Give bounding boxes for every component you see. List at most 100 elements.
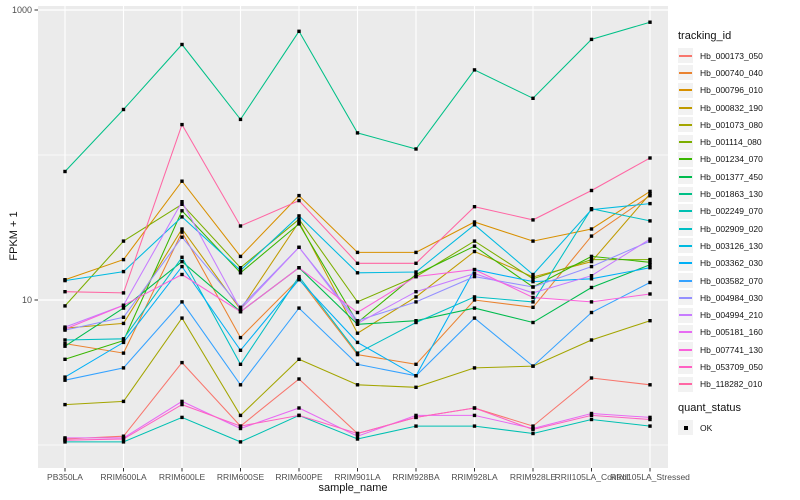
series-color-line-icon: [679, 89, 692, 92]
legend-label: Hb_000173_050: [700, 50, 763, 61]
series-color-line-icon: [679, 123, 692, 126]
series-color-line-icon: [679, 314, 692, 317]
x-tick-label-RRIM600SE: RRIM600SE: [217, 472, 265, 482]
legend-label: Hb_001114_080: [700, 137, 762, 148]
legend-line-swatch: [678, 342, 693, 358]
legend-line-swatch: [678, 186, 693, 202]
x-tick-label-RRII105LA_Stressed: RRII105LA_Stressed: [610, 472, 690, 482]
x-tick-label-RRIM928LA: RRIM928LA: [451, 472, 498, 482]
legend-line-swatch: [678, 82, 693, 98]
black-square-marker-icon: [683, 425, 688, 430]
legend-item-Hb_004994_210: Hb_004994_210: [678, 306, 798, 323]
legend-item-Hb_007741_130: Hb_007741_130: [678, 341, 798, 358]
legend-label: Hb_118282_010: [700, 379, 763, 390]
series-color-line-icon: [679, 210, 692, 213]
legend-item-Hb_004984_030: Hb_004984_030: [678, 289, 798, 306]
legend-line-swatch: [678, 273, 693, 288]
x-tick-label-RRIM901LA: RRIM901LA: [334, 472, 381, 482]
legend-item-Hb_001114_080: Hb_001114_080: [678, 133, 798, 150]
legend: tracking_id Hb_000173_050 Hb_000740_040 Hb…: [678, 30, 798, 436]
legend-label: Hb_001377_450: [700, 171, 763, 182]
legend-item-Hb_000173_050: Hb_000173_050: [678, 47, 798, 64]
legend-item-Hb_053709_050: Hb_053709_050: [678, 358, 798, 375]
legend-line-swatch: [678, 117, 693, 133]
series-color-line-icon: [679, 106, 692, 109]
y-tick-label: 10: [22, 295, 32, 305]
legend-label: Hb_007741_130: [700, 344, 763, 355]
legend-item-Hb_001377_450: Hb_001377_450: [678, 168, 798, 185]
legend-label: Hb_003126_130: [700, 240, 763, 251]
legend-label: Hb_001234_070: [700, 154, 763, 165]
legend-line-swatch: [678, 307, 693, 323]
legend-line-swatch: [678, 100, 693, 116]
legend-items: Hb_000173_050 Hb_000740_040 Hb_000796_010 H…: [678, 47, 798, 393]
legend-label: Hb_004994_210: [700, 310, 763, 321]
legend-item-ok: OK: [678, 419, 798, 436]
x-tick-label-RRII105LA_Control: RRII105LA_Control: [555, 472, 629, 482]
series-color-line-icon: [679, 193, 692, 196]
legend-item-Hb_001073_080: Hb_001073_080: [678, 116, 798, 133]
legend-line-swatch: [678, 65, 693, 81]
series-color-line-icon: [679, 227, 692, 230]
x-tick-label-RRIM928LE: RRIM928LE: [510, 472, 557, 482]
legend-item-Hb_005181_160: Hb_005181_160: [678, 324, 798, 341]
legend-title-quant-status: quant_status: [678, 401, 741, 414]
legend-line-swatch: [678, 359, 693, 375]
series-color-line-icon: [679, 141, 692, 144]
legend-line-swatch: [678, 376, 693, 392]
y-tick-label: 1000: [12, 5, 32, 15]
gridlines: [38, 6, 668, 468]
x-tick-label-RRIM600PE: RRIM600PE: [275, 472, 323, 482]
legend-item-Hb_000740_040: Hb_000740_040: [678, 64, 798, 81]
legend-label: Hb_000832_190: [700, 102, 763, 113]
legend-line-swatch: [678, 238, 693, 254]
series-color-line-icon: [679, 348, 692, 351]
legend-label: Hb_000796_010: [700, 85, 763, 96]
data-points: [63, 20, 652, 444]
legend-line-swatch: [678, 221, 693, 237]
x-tick-label-RRIM928BA: RRIM928BA: [392, 472, 440, 482]
x-tick-label-RRIM600LA: RRIM600LA: [100, 472, 147, 482]
legend-item-Hb_003362_030: Hb_003362_030: [678, 255, 798, 272]
series-color-line-icon: [679, 296, 692, 299]
series-color-line-icon: [679, 331, 692, 334]
legend-line-swatch: [678, 151, 693, 167]
legend-line-swatch: [678, 203, 693, 219]
series-color-line-icon: [679, 175, 692, 178]
legend-line-swatch: [678, 48, 693, 64]
legend-item-Hb_002249_070: Hb_002249_070: [678, 203, 798, 220]
legend-label: Hb_002909_020: [700, 223, 763, 234]
legend-item-Hb_001863_130: Hb_001863_130: [678, 185, 798, 202]
series-color-line-icon: [679, 158, 692, 161]
series-color-line-icon: [679, 383, 692, 386]
legend-item-Hb_003126_130: Hb_003126_130: [678, 237, 798, 254]
series-color-line-icon: [679, 262, 692, 265]
legend-line-swatch: [678, 169, 693, 185]
legend-line-swatch: [678, 324, 693, 340]
legend-label: Hb_001863_130: [700, 189, 763, 200]
series-color-line-icon: [679, 244, 692, 247]
legend-label: Hb_003362_030: [700, 258, 763, 269]
legend-item-Hb_118282_010: Hb_118282_010: [678, 376, 798, 393]
y-axis-title: FPKM + 1: [8, 211, 20, 261]
legend-label: Hb_005181_160: [700, 327, 763, 338]
x-tick-label-PB350LA: PB350LA: [47, 472, 83, 482]
series-color-line-icon: [679, 365, 692, 368]
legend-line-swatch: [678, 134, 693, 150]
legend-label: Hb_002249_070: [700, 206, 763, 217]
series-color-line-icon: [679, 279, 692, 282]
legend-label: Hb_004984_030: [700, 292, 763, 303]
legend-label: Hb_001073_080: [700, 119, 763, 130]
legend-label: Hb_053709_050: [700, 361, 763, 372]
legend-title-tracking-id: tracking_id: [678, 30, 732, 42]
legend-line-swatch: [678, 255, 693, 271]
series-color-line-icon: [679, 54, 692, 57]
x-axis-title: sample_name: [318, 482, 388, 494]
ok-point-swatch: [678, 420, 693, 436]
legend-label-ok: OK: [700, 422, 713, 433]
legend-line-swatch: [678, 290, 693, 306]
legend-item-Hb_001234_070: Hb_001234_070: [678, 151, 798, 168]
axes: 1000 10 PB350LA RRIM600LA RRIM600LE RRIM600SE…: [12, 5, 690, 482]
legend-item-Hb_002909_020: Hb_002909_020: [678, 220, 798, 237]
